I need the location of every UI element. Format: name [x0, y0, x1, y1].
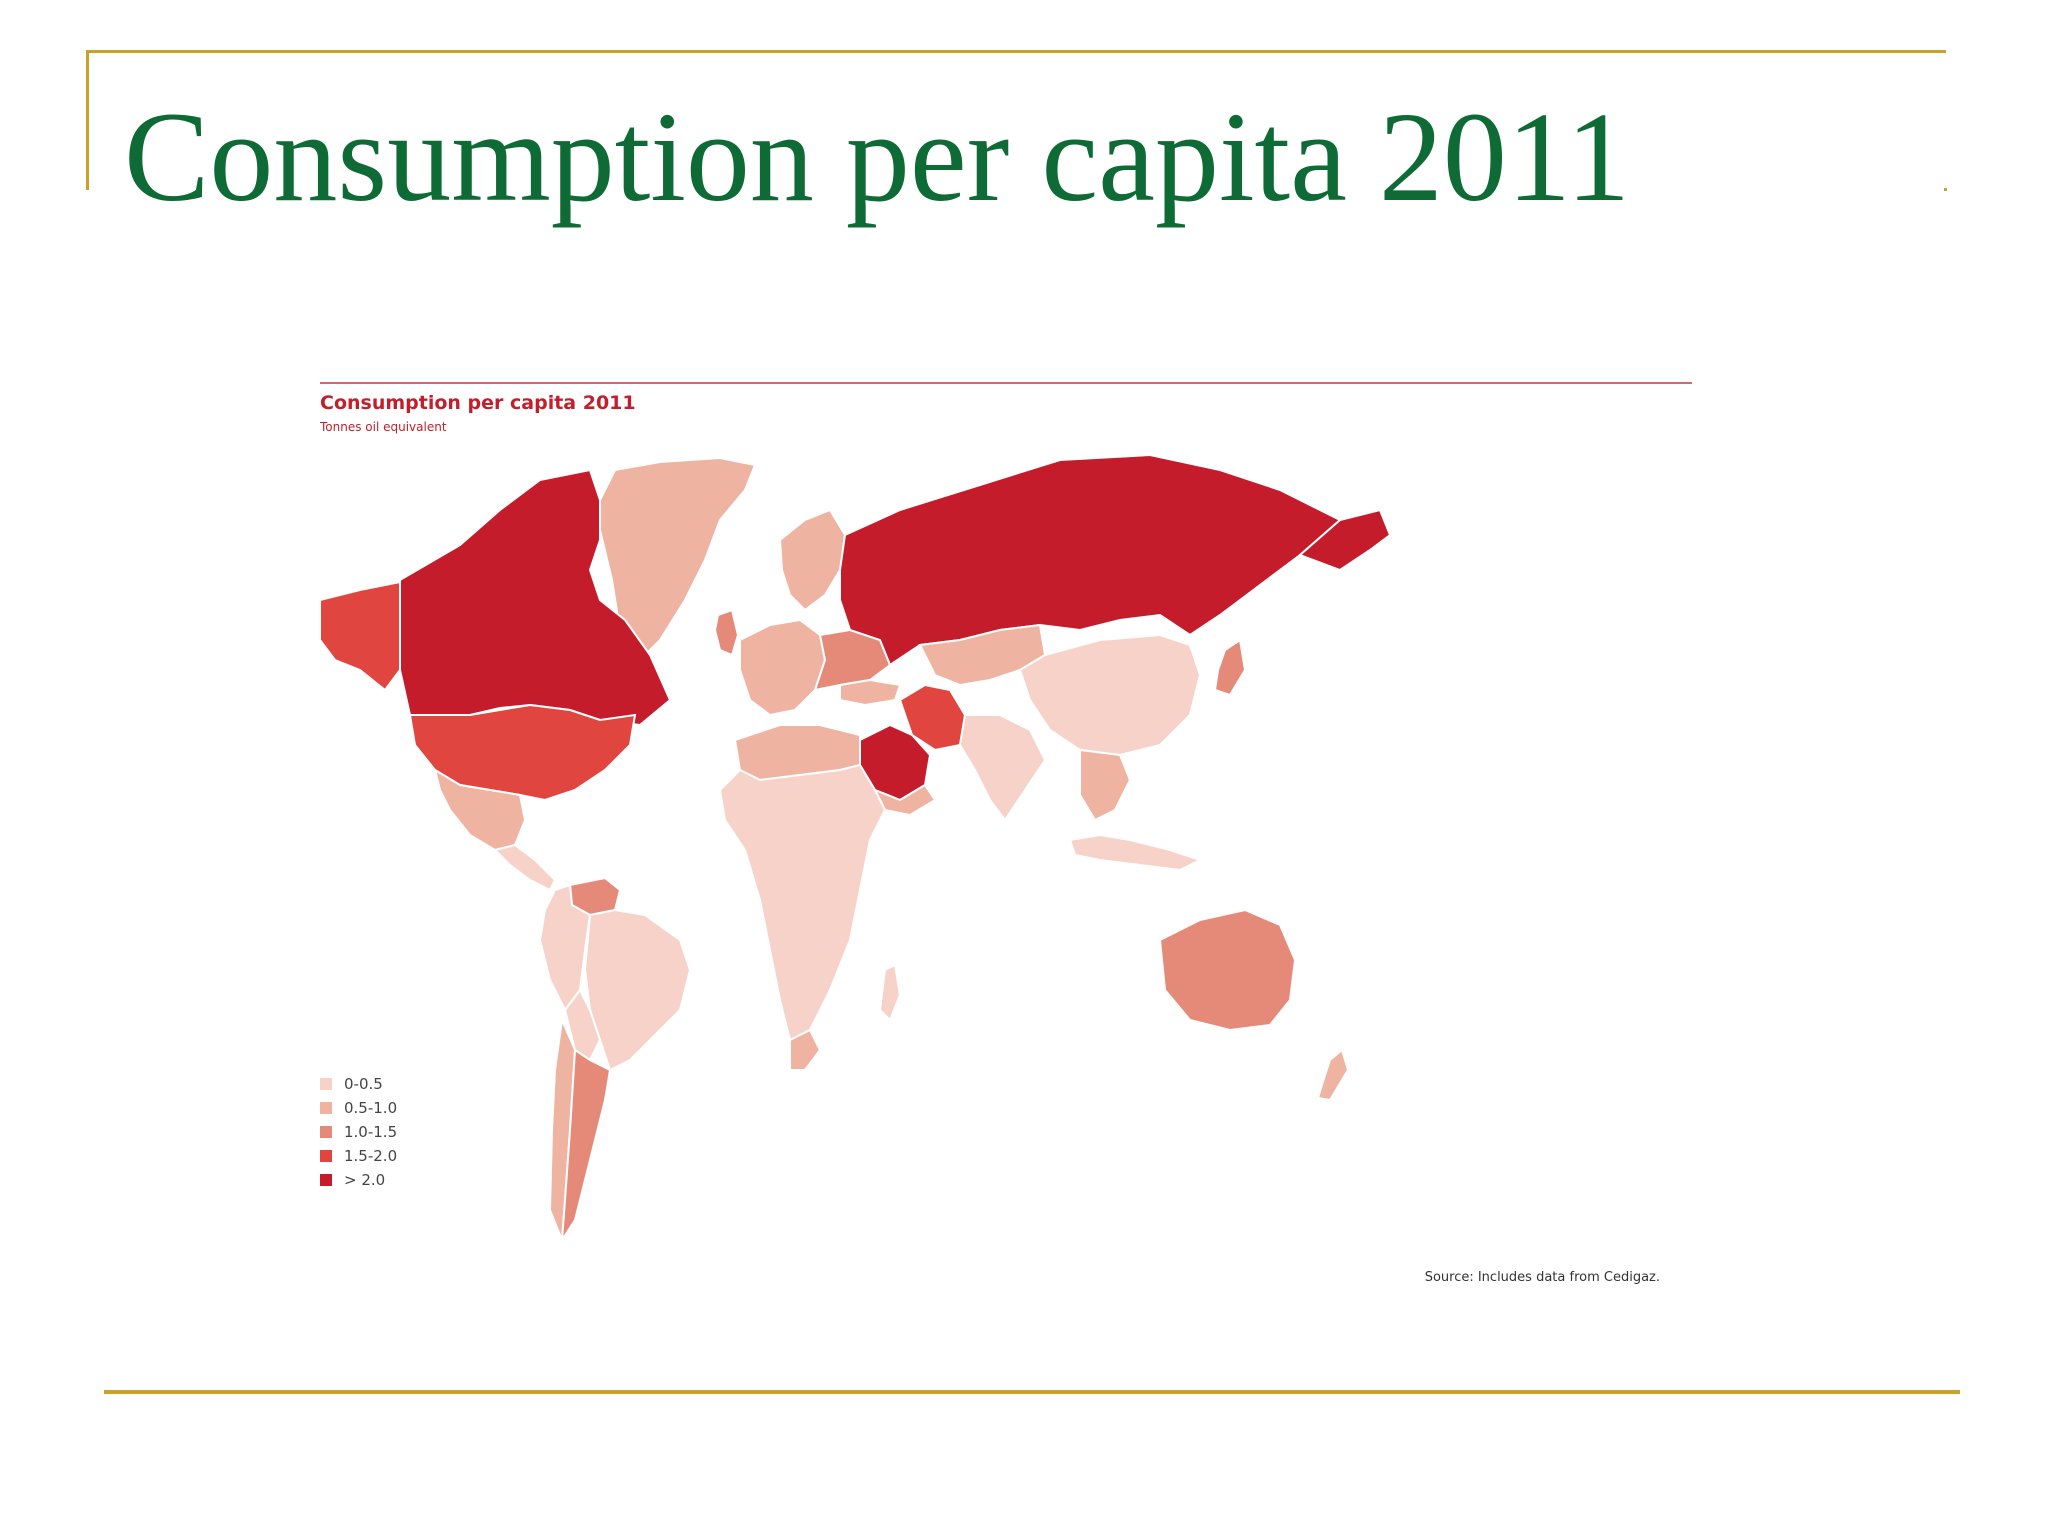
- legend-label: 0.5-1.0: [344, 1099, 398, 1117]
- legend-label: > 2.0: [344, 1171, 386, 1189]
- region-argentina: [561, 1048, 612, 1241]
- figure-top-rule: [320, 382, 1692, 384]
- region-central-america: [493, 843, 557, 892]
- region-southeast-asia: [1079, 748, 1132, 822]
- legend-swatch: [320, 1078, 332, 1090]
- region-alaska: [319, 580, 401, 692]
- frame-bottom-rule: [104, 1390, 1960, 1394]
- region-china: [1018, 633, 1202, 757]
- region-sub-saharan-africa: [718, 763, 887, 1042]
- frame-left-rule: [86, 50, 89, 190]
- legend-swatch: [320, 1102, 332, 1114]
- map-legend: 0-0.5 0.5-1.0 1.0-1.5 1.5-2.0 > 2.0: [320, 1072, 397, 1192]
- region-greenland: [599, 456, 757, 662]
- legend-swatch: [320, 1174, 332, 1186]
- legend-swatch: [320, 1126, 332, 1138]
- legend-swatch: [320, 1150, 332, 1162]
- frame-top-rule: [86, 50, 1946, 53]
- figure-title: Consumption per capita 2011: [320, 392, 636, 414]
- region-western-europe: [739, 618, 827, 717]
- region-russia: [839, 453, 1342, 667]
- region-united-kingdom: [713, 608, 740, 657]
- legend-label: 1.0-1.5: [344, 1123, 398, 1141]
- region-south-africa: [789, 1028, 822, 1071]
- legend-item: 1.5-2.0: [320, 1144, 397, 1168]
- figure-source-note: Source: Includes data from Cedigaz.: [1424, 1270, 1660, 1285]
- region-turkey: [839, 678, 902, 707]
- legend-item: > 2.0: [320, 1168, 397, 1192]
- region-brazil: [583, 908, 692, 1072]
- region-australia: [1158, 908, 1297, 1032]
- region-new-zealand: [1316, 1048, 1350, 1102]
- figure-subtitle: Tonnes oil equivalent: [320, 420, 447, 434]
- world-map: [319, 453, 1392, 1241]
- region-japan: [1213, 638, 1247, 697]
- region-madagascar: [878, 963, 902, 1022]
- frame-corner-dot: [1944, 188, 1947, 191]
- region-indonesia: [1068, 833, 1203, 872]
- slide-title: Consumption per capita 2011: [124, 86, 1631, 228]
- region-india: [958, 714, 1047, 822]
- legend-item: 0-0.5: [320, 1072, 397, 1096]
- region-scandinavia: [778, 508, 847, 612]
- map-figure: Consumption per capita 2011 Tonnes oil e…: [300, 370, 1700, 1320]
- legend-label: 0-0.5: [344, 1075, 383, 1093]
- legend-label: 1.5-2.0: [344, 1147, 398, 1165]
- legend-item: 0.5-1.0: [320, 1096, 397, 1120]
- region-kamchatka: [1298, 508, 1392, 572]
- legend-item: 1.0-1.5: [320, 1120, 397, 1144]
